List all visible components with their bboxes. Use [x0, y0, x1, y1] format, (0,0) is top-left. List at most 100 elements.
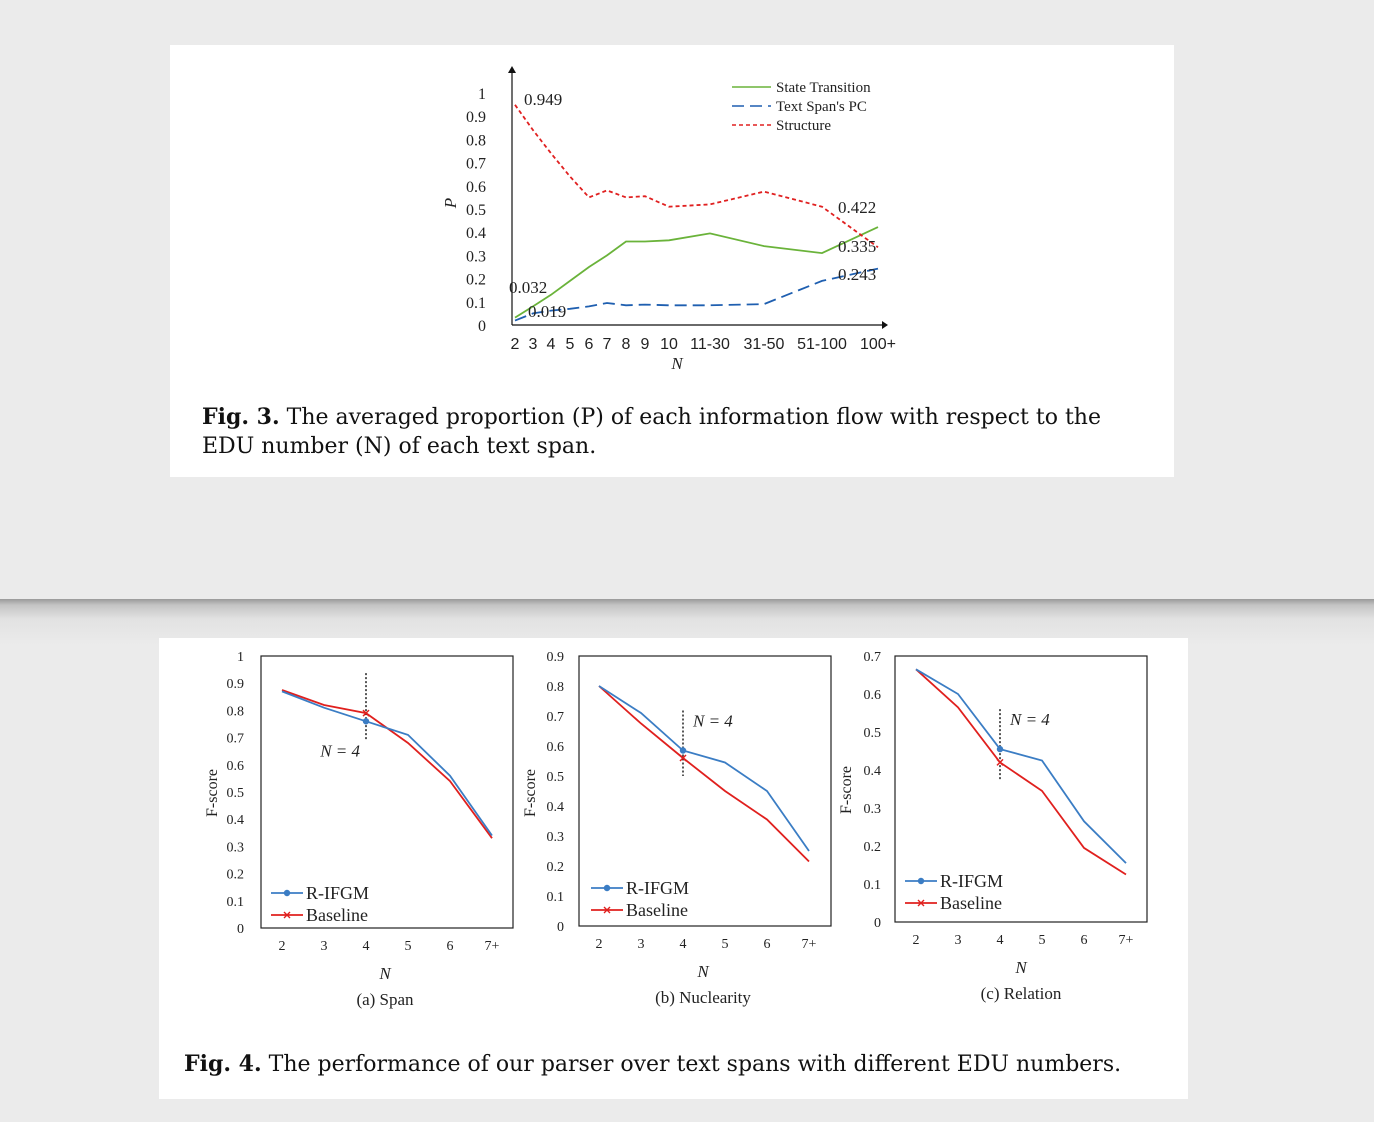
- series-point: [362, 709, 370, 717]
- x-tick-label: 3: [529, 336, 538, 353]
- x-tick-label: 31-50: [744, 336, 785, 353]
- x-tick-label: 2: [279, 939, 286, 954]
- x-tick-label: 2: [913, 933, 920, 948]
- n4-marker-label: N = 4: [692, 712, 733, 731]
- x-tick-label: 7+: [802, 937, 817, 952]
- data-label: 0.949: [524, 90, 562, 109]
- figure-3-panel: 0 0.1 0.2 0.3 0.4 0.5 0.6 0.7 0.8 0.9 1 2 3 4 5 6 7 8 9 10 1…: [170, 45, 1174, 477]
- legend-marker: [603, 884, 611, 892]
- x-axis-label: N: [378, 964, 392, 983]
- subplot-title: (a) Span: [356, 990, 414, 1009]
- n4-marker-label: N = 4: [319, 741, 360, 760]
- figure-3-chart: 0 0.1 0.2 0.3 0.4 0.5 0.6 0.7 0.8 0.9 1 2 3 4 5 6 7 8 9 10 1…: [441, 66, 896, 373]
- series-point: [679, 754, 687, 762]
- x-tick-label: 3: [638, 937, 645, 952]
- series-line: [281, 689, 493, 839]
- x-tick-label: 7+: [1119, 933, 1134, 948]
- y-tick-label: 0.1: [547, 890, 565, 905]
- y-tick-label: 0.9: [547, 650, 565, 665]
- y-tick-label: 0: [557, 920, 564, 935]
- legend-label: Baseline: [626, 900, 688, 920]
- x-axis-label: N: [1014, 958, 1028, 977]
- x-tick-label: 9: [641, 336, 650, 353]
- x-tick-label: 8: [622, 336, 631, 353]
- y-tick-label: 0.9: [466, 109, 486, 126]
- x-tick-label: 51-100: [797, 336, 847, 353]
- data-label: 0.243: [838, 265, 876, 284]
- x-tick-label: 6: [1081, 933, 1088, 948]
- y-tick-label: 0: [478, 318, 486, 335]
- figure-4-caption-label: Fig. 4.: [184, 1051, 262, 1077]
- y-tick-label: 0.5: [547, 770, 565, 785]
- legend-label: R-IFGM: [626, 878, 689, 898]
- x-tick-label: 5: [405, 939, 412, 954]
- legend-label: Baseline: [306, 905, 368, 925]
- y-tick-label: 0.7: [466, 156, 486, 173]
- subplot-title: (c) Relation: [981, 984, 1062, 1003]
- figure-4-caption: Fig. 4. The performance of our parser ov…: [184, 1050, 1184, 1079]
- series-line: [598, 685, 810, 852]
- y-tick-label: 1: [478, 86, 486, 103]
- y-tick-label: 1: [237, 650, 244, 665]
- y-tick-label: 0.6: [466, 179, 486, 196]
- series-line: [915, 668, 1127, 876]
- figure-4-caption-text: The performance of our parser over text …: [261, 1052, 1122, 1077]
- x-tick-label: 4: [680, 937, 687, 952]
- x-tick-label: 2: [596, 937, 603, 952]
- y-tick-label: 0.3: [227, 840, 245, 855]
- legend-label: Baseline: [940, 893, 1002, 913]
- x-tick-label: 4: [363, 939, 370, 954]
- n4-marker-label: N = 4: [1009, 710, 1050, 729]
- y-tick-label: 0.2: [227, 868, 245, 883]
- figure-3-caption-label: Fig. 3.: [202, 404, 280, 430]
- y-tick-label: 0.4: [864, 764, 882, 779]
- figure-3-caption-text: The averaged proportion (P) of each info…: [202, 405, 1101, 459]
- legend-marker: [283, 911, 291, 919]
- y-tick-label: 0.7: [227, 732, 245, 747]
- y-tick-label: 0.4: [466, 225, 486, 242]
- y-tick-label: 0: [237, 922, 244, 937]
- data-label: 0.032: [509, 278, 547, 297]
- y-tick-label: 0.7: [547, 710, 565, 725]
- y-tick-label: 0.2: [864, 840, 882, 855]
- data-label: 0.422: [838, 198, 876, 217]
- figure-4-charts: 0 0.1 0.2 0.3 0.4 0.5 0.6 0.7 0.8 0.9 1 2 3 4 5 6 7+ N (a)…: [204, 650, 1148, 1009]
- legend-label: R-IFGM: [940, 871, 1003, 891]
- y-tick-label: 0.2: [547, 860, 565, 875]
- x-tick-label: 11-30: [690, 336, 730, 353]
- data-label: 0.335: [838, 237, 876, 256]
- y-tick-label: 0.3: [547, 830, 565, 845]
- x-tick-label: 100+: [860, 336, 896, 353]
- plot-frame: [578, 655, 832, 927]
- x-tick-label: 4: [547, 336, 556, 353]
- x-axis-label: N: [696, 962, 710, 981]
- x-tick-label: 3: [321, 939, 328, 954]
- x-tick-label: 4: [997, 933, 1004, 948]
- x-tick-label: 7: [603, 336, 612, 353]
- legend-marker: [917, 899, 925, 907]
- y-axis-label: P: [441, 198, 460, 209]
- legend-marker: [283, 889, 291, 897]
- series-line: [281, 690, 493, 837]
- y-tick-label: 0.7: [864, 650, 882, 665]
- y-tick-label: 0.1: [227, 895, 245, 910]
- y-tick-label: 0.1: [864, 878, 882, 893]
- y-tick-label: 0.8: [227, 704, 245, 719]
- y-tick-label: 0.3: [466, 248, 486, 265]
- legend-label: State Transition: [776, 80, 871, 96]
- y-tick-label: 0.6: [547, 740, 565, 755]
- legend-marker: [603, 906, 611, 914]
- x-tick-label: 5: [566, 336, 575, 353]
- series-point: [362, 718, 370, 725]
- y-tick-label: 0.5: [227, 786, 245, 801]
- x-axis-label: N: [670, 354, 684, 373]
- legend-label: R-IFGM: [306, 883, 369, 903]
- data-label: 0.019: [528, 302, 566, 321]
- plot-frame: [260, 655, 514, 929]
- x-tick-label: 6: [585, 336, 594, 353]
- figure-3-caption: Fig. 3. The averaged proportion (P) of e…: [202, 403, 1152, 461]
- legend-marker: [917, 877, 925, 885]
- y-axis-label: F-score: [838, 766, 855, 814]
- y-tick-label: 0.5: [466, 202, 486, 219]
- x-tick-label: 6: [764, 937, 771, 952]
